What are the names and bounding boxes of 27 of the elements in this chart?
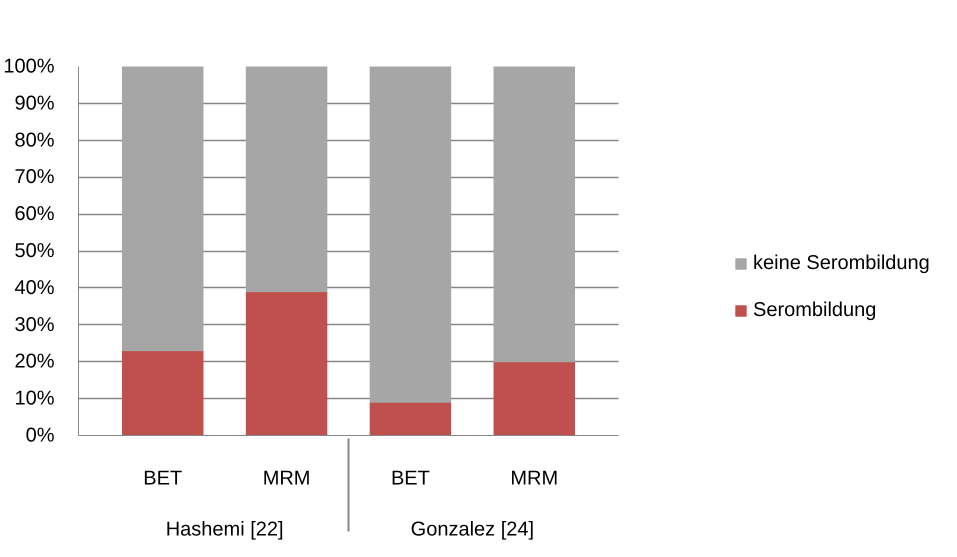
bar: [246, 291, 328, 436]
x-tick-label: MRM: [510, 468, 558, 490]
y-tick-label: 20%: [14, 350, 55, 373]
bar: [122, 66, 204, 352]
y-tick-label: 0%: [26, 424, 55, 446]
bar: [246, 66, 328, 292]
x-tick-label: MRM: [262, 468, 310, 490]
y-tick-label: 10%: [14, 388, 55, 410]
y-tick-label: 50%: [14, 240, 55, 262]
y-tick-label: 60%: [14, 203, 55, 226]
text: Gonzalez [24]: [410, 518, 534, 540]
y-tick-label: 40%: [14, 276, 55, 299]
y-tick-label: 70%: [14, 166, 55, 188]
bar: [494, 66, 576, 362]
bar: [370, 66, 452, 403]
bar: [494, 361, 576, 436]
bar: [370, 402, 452, 436]
y-tick-label: 100%: [3, 56, 55, 78]
bar: [122, 350, 204, 436]
legend-label: keine Serombildung: [753, 252, 930, 275]
legend-label: Serombildung: [753, 299, 876, 322]
y-tick-label: 80%: [14, 129, 55, 152]
y-tick-label: 90%: [14, 92, 55, 114]
y-tick-label: 30%: [14, 314, 55, 336]
text: Hashemi [22]: [166, 518, 284, 540]
x-tick-label: BET: [143, 468, 182, 490]
x-tick-label: BET: [390, 468, 430, 490]
